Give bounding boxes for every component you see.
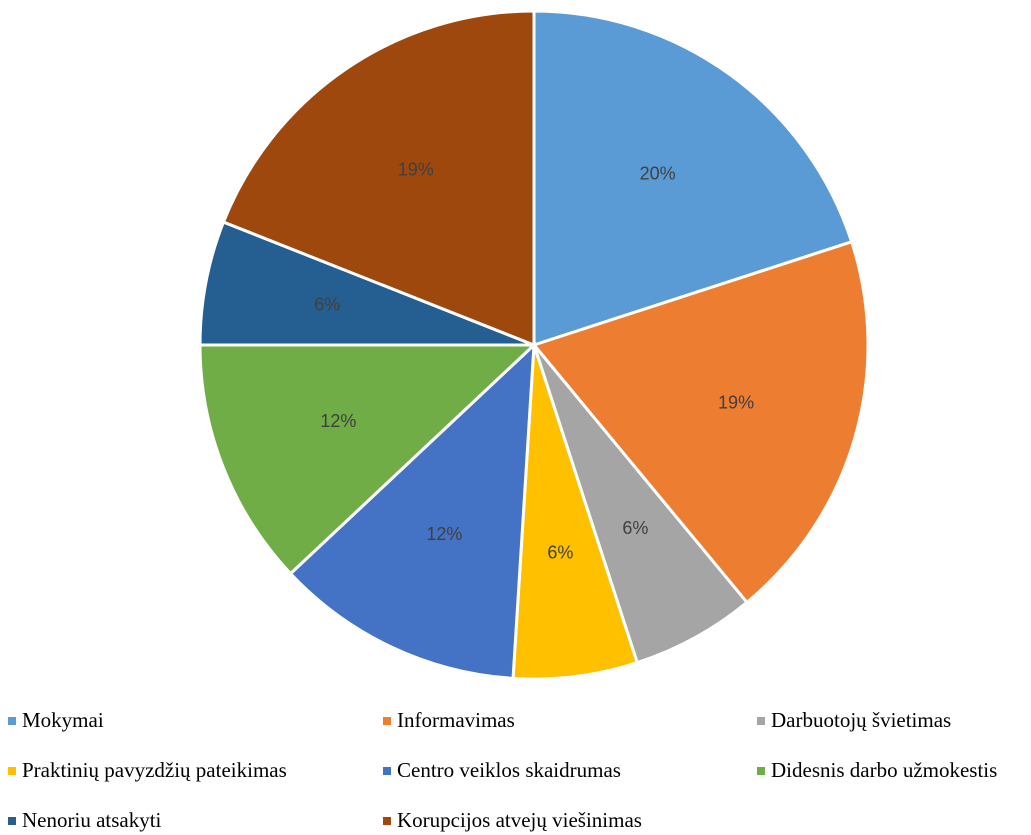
legend-item-6: Didesnis darbo užmokestis <box>757 758 997 783</box>
legend-label: Praktinių pavyzdžių pateikimas <box>22 758 287 782</box>
legend-item-5: Centro veiklos skaidrumas <box>383 758 621 783</box>
legend-swatch <box>8 716 16 725</box>
legend-label: Nenoriu atsakyti <box>22 808 162 832</box>
legend-swatch <box>383 766 391 775</box>
legend-swatch <box>383 716 391 725</box>
legend-label: Darbuotojų švietimas <box>771 708 952 732</box>
legend-label: Didesnis darbo užmokestis <box>771 758 998 782</box>
legend-swatch <box>757 766 765 775</box>
legend-item-7: Nenoriu atsakyti <box>8 808 161 833</box>
pie-slice-7 <box>198 220 535 347</box>
legend-label: Mokymai <box>22 708 104 732</box>
legend-item-1: Mokymai <box>8 708 104 733</box>
chart-legend: Mokymai Informavimas Darbuotojų švietimas P… <box>0 700 1031 835</box>
legend-item-4: Praktinių pavyzdžių pateikimas <box>8 758 287 783</box>
pie-slice-1 <box>532 9 854 348</box>
data-label-3: 6% <box>622 518 648 538</box>
legend-swatch <box>8 816 16 825</box>
legend-item-2: Informavimas <box>383 708 515 733</box>
data-label-7: 6% <box>314 294 340 314</box>
legend-item-8: Korupcijos atvejų viešinimas <box>383 808 642 833</box>
legend-item-3: Darbuotojų švietimas <box>757 708 951 733</box>
pie-slice-3 <box>532 344 750 665</box>
pie-data-labels: 20% 19% 6% 6% 12% 12% 6% 19% <box>314 160 754 563</box>
data-label-2: 19% <box>718 392 754 412</box>
legend-swatch <box>383 816 391 825</box>
pie-chart: 20% 19% 6% 6% 12% 12% 6% 19% <box>198 9 870 681</box>
legend-swatch <box>757 716 765 725</box>
pie-slices <box>198 9 870 681</box>
data-label-1: 20% <box>640 164 676 184</box>
data-label-8: 19% <box>398 160 434 180</box>
pie-slice-6 <box>198 343 538 576</box>
pie-slice-8 <box>221 9 536 348</box>
legend-label: Informavimas <box>397 708 515 732</box>
data-label-6: 12% <box>320 411 356 431</box>
pie-slice-2 <box>531 239 870 605</box>
legend-label: Centro veiklos skaidrumas <box>397 758 621 782</box>
legend-label: Korupcijos atvejų viešinimas <box>397 808 642 832</box>
data-label-5: 12% <box>426 524 462 544</box>
pie-slice-4 <box>511 344 640 681</box>
data-label-4: 6% <box>547 543 573 563</box>
legend-swatch <box>8 766 16 775</box>
pie-slice-5 <box>288 341 536 680</box>
